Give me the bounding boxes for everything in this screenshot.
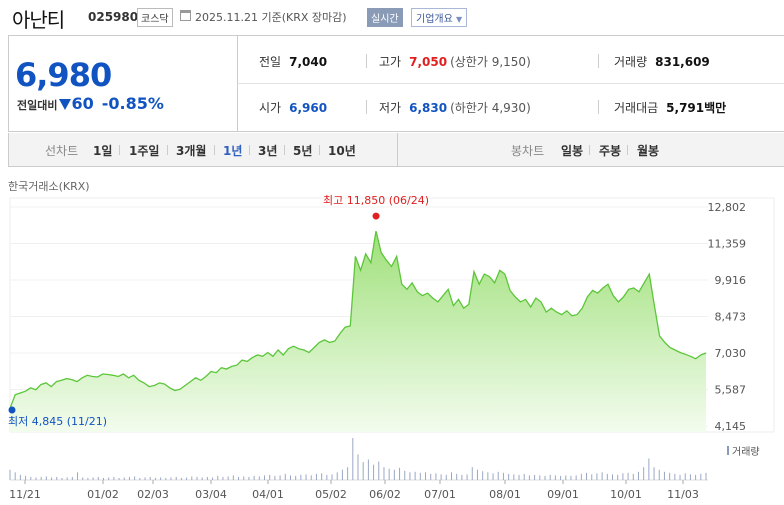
tab-5y[interactable]: 5년: [293, 144, 313, 158]
price-line: [9, 230, 707, 409]
divider: [284, 145, 285, 155]
stock-code: 025980: [88, 10, 139, 24]
min-point-marker: [8, 406, 16, 414]
line-chart-label: 선차트: [45, 144, 79, 158]
price-area: [10, 231, 706, 432]
volume-stat: 거래량 831,609: [614, 53, 710, 70]
x-tick-label: 09/01: [547, 488, 579, 501]
upper-limit-value: 9,150: [491, 55, 527, 69]
open-value: 6,960: [289, 101, 328, 115]
open-label: 시가: [259, 101, 282, 115]
volume-legend-label: 거래량: [732, 446, 760, 458]
amount-unit: 백만: [704, 101, 727, 115]
upper-limit-label: (상한가: [450, 55, 488, 69]
volume-value: 831,609: [655, 55, 710, 69]
tab-1w[interactable]: 1주일: [129, 144, 160, 158]
realtime-button[interactable]: 실시간: [367, 8, 403, 27]
tab-3y[interactable]: 3년: [258, 144, 278, 158]
x-tick-label: 11/03: [667, 488, 699, 501]
summary-row-divider: [238, 83, 784, 84]
date-text: 2025.11.21 기준(KRX 장마감): [195, 11, 347, 24]
tab-1d[interactable]: 1일: [93, 144, 113, 158]
diff-amount: 60: [71, 94, 94, 113]
divider: [366, 54, 367, 68]
diff-label: 전일대비: [17, 99, 58, 112]
prev-close-value: 7,040: [289, 55, 328, 69]
chevron-down-icon: ▼: [456, 15, 463, 24]
lower-limit-label: (하한가: [450, 101, 488, 115]
low-label: 저가: [379, 101, 402, 115]
high-label: 고가: [379, 55, 402, 69]
upper-limit-close: ): [526, 55, 531, 69]
tab-3m[interactable]: 3개월: [176, 144, 207, 158]
stock-name: 아난티: [12, 8, 65, 32]
divider: [627, 145, 628, 155]
market-badge: 코스닥: [137, 8, 173, 27]
divider: [214, 145, 215, 155]
volume-legend-swatch: [727, 446, 729, 455]
divider: [366, 100, 367, 114]
amount-label: 거래대금: [614, 101, 659, 115]
lower-limit-value: 4,930: [491, 101, 527, 115]
x-tick-label: 08/01: [489, 488, 521, 501]
exchange-label: 한국거래소(KRX): [8, 180, 90, 193]
x-tick-label: 06/02: [369, 488, 401, 501]
tab-10y[interactable]: 10년: [328, 144, 356, 158]
divider: [119, 145, 120, 155]
divider: [598, 54, 599, 68]
high-value: 7,050: [409, 55, 448, 69]
max-label: 최고 11,850 (06/24): [323, 194, 429, 207]
divider: [167, 145, 168, 155]
x-tick-label: 01/02: [87, 488, 119, 501]
stock-header: 아난티 025980 코스닥 2025.11.21 기준(KRX 장마감) 실시…: [0, 0, 784, 34]
y-tick-label: 5,587: [715, 384, 747, 397]
tab-daily[interactable]: 일봉: [561, 144, 584, 158]
x-tick-label: 11/21: [9, 488, 41, 501]
tab-monthly[interactable]: 월봉: [637, 144, 660, 158]
amount-value: 5,791: [666, 101, 705, 115]
price-chart[interactable]: 12,802 11,359 9,916 8,473 7,030 5,587 4,145 최고 …: [0, 190, 784, 505]
current-price-box: 6,980 전일대비 60 -0.85%: [9, 36, 238, 131]
price-summary: 6,980 전일대비 60 -0.85% 전일 7,040 고가 7,050 (상한가 9…: [8, 35, 784, 132]
divider: [598, 100, 599, 114]
x-tick-label: 04/01: [252, 488, 284, 501]
low-value: 6,830: [409, 101, 448, 115]
max-point-marker: [372, 212, 380, 220]
x-tick-label: 10/01: [610, 488, 642, 501]
current-price: 6,980: [15, 56, 112, 94]
divider: [319, 145, 320, 155]
price-diff: 전일대비 60 -0.85%: [17, 94, 164, 113]
divider: [249, 145, 250, 155]
open-stat: 시가 6,960: [259, 99, 327, 116]
corp-info-label: 기업개요: [416, 14, 453, 25]
volume-label: 거래량: [614, 55, 648, 69]
lower-limit-close: ): [526, 101, 531, 115]
calendar-icon: [180, 10, 191, 21]
y-tick-label: 4,145: [715, 420, 747, 433]
divider: [589, 145, 590, 155]
y-tick-label: 9,916: [715, 274, 747, 287]
y-tick-label: 12,802: [708, 201, 747, 214]
high-stat: 고가 7,050 (상한가 9,150): [379, 53, 531, 70]
min-label: 최저 4,845 (11/21): [8, 415, 107, 428]
candle-chart-label: 봉차트: [511, 144, 545, 158]
tab-weekly[interactable]: 주봉: [599, 144, 622, 158]
amount-stat: 거래대금 5,791백만: [614, 99, 726, 116]
prev-close-label: 전일: [259, 55, 282, 69]
x-tick-label: 07/01: [424, 488, 456, 501]
diff-percent: -0.85%: [101, 94, 164, 113]
x-tick-label: 02/03: [137, 488, 169, 501]
prev-close-stat: 전일 7,040: [259, 53, 327, 70]
corp-info-button[interactable]: 기업개요 ▼: [411, 8, 468, 27]
y-tick-label: 8,473: [715, 311, 747, 324]
y-tick-label: 11,359: [708, 238, 747, 251]
down-arrow-icon: [59, 99, 72, 110]
tab-section-divider: [397, 133, 398, 167]
tab-1y[interactable]: 1년: [223, 144, 243, 158]
chart-tab-bar: 선차트 1일 1주일 3개월 1년 3년 5년 10년 봉차트 일봉 주봉 월봉: [8, 133, 784, 167]
x-tick-label: 05/02: [315, 488, 347, 501]
x-tick-label: 03/04: [195, 488, 227, 501]
low-stat: 저가 6,830 (하한가 4,930): [379, 99, 531, 116]
y-tick-label: 7,030: [715, 347, 747, 360]
